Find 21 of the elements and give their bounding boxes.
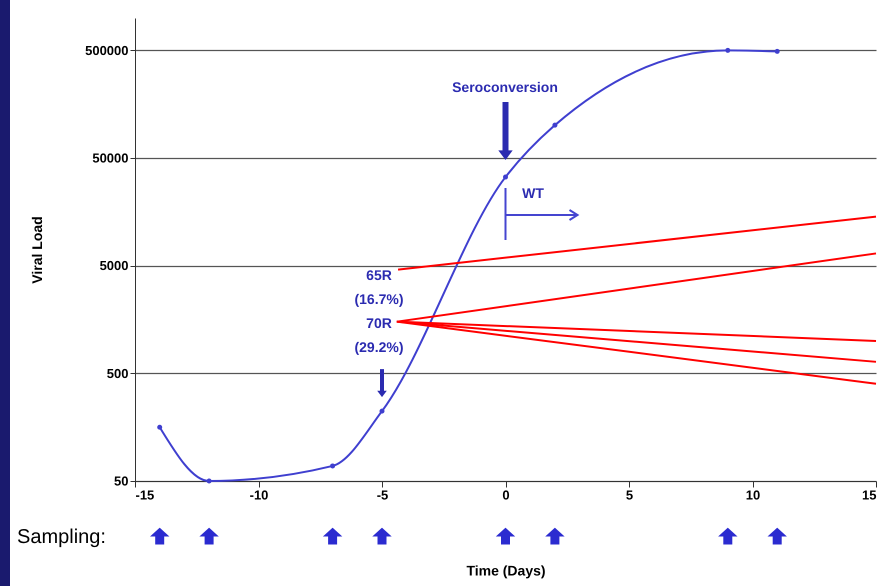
- y-tick-label: 50: [114, 474, 128, 488]
- text: Sampling:: [17, 526, 106, 548]
- annotation: WT: [522, 185, 544, 201]
- x-axis-title: Time (Days): [466, 562, 546, 578]
- x-tick-label: 0: [502, 488, 510, 502]
- y-axis-title: Viral Load: [29, 216, 46, 284]
- annotation: (29.2%): [354, 339, 404, 355]
- y-tick-label: 500: [106, 366, 128, 381]
- annotation: Seroconversion: [452, 79, 558, 95]
- y-tick-label: 5000: [100, 258, 128, 274]
- x-tick-label: 15: [862, 488, 876, 502]
- annotation: (16.7%): [354, 291, 404, 307]
- annotation: 70R: [366, 315, 392, 331]
- annotation: 65R: [366, 267, 392, 283]
- x-tick-label: 5: [626, 488, 634, 502]
- y-tick-label: 500000: [85, 42, 128, 58]
- x-tick-label: -5: [376, 488, 388, 502]
- y-tick-label: 50000: [92, 150, 128, 166]
- x-tick-label: -10: [250, 488, 268, 502]
- x-tick-label: -15: [136, 488, 154, 502]
- x-tick-label: 10: [746, 488, 760, 502]
